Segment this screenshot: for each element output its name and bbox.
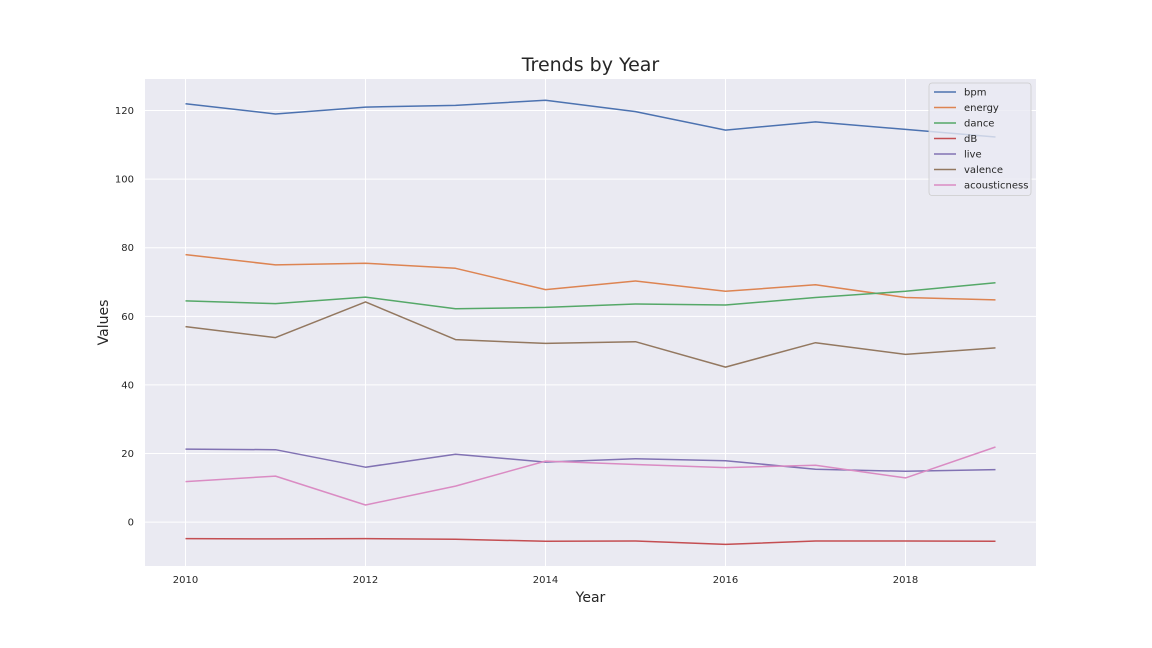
series-line-acousticness <box>185 446 996 506</box>
legend-label-valence: valence <box>964 165 1003 176</box>
series-line-live <box>185 448 996 473</box>
x-tick-label: 2014 <box>533 575 558 586</box>
series-line-valence <box>185 301 996 368</box>
x-tick-label: 2016 <box>713 575 738 586</box>
series-line-dance <box>185 281 996 310</box>
y-tick-label: 100 <box>115 175 134 186</box>
x-tick-label: 2018 <box>893 575 918 586</box>
legend: bpm energy dance dB live valence acousticness <box>928 82 1032 196</box>
y-tick-label: 80 <box>121 243 134 254</box>
y-tick-label: 40 <box>121 380 134 391</box>
series-line-energy <box>185 253 996 301</box>
legend-label-live: live <box>964 150 982 161</box>
y-axis-label: Values <box>96 300 112 346</box>
legend-label-db: dB <box>964 134 977 145</box>
series-line-db <box>185 537 996 546</box>
y-tick-label: 20 <box>121 449 134 460</box>
x-tick-label: 2010 <box>173 575 198 586</box>
legend-label-acousticness: acousticness <box>964 181 1028 192</box>
legend-label-bpm: bpm <box>964 88 986 99</box>
legend-label-dance: dance <box>964 119 994 130</box>
y-tick-label: 120 <box>115 106 134 117</box>
x-tick-label: 2012 <box>353 575 378 586</box>
plot-background <box>145 79 1036 566</box>
series-line-bpm <box>185 99 996 138</box>
legend-frame <box>928 82 1032 196</box>
legend-label-energy: energy <box>964 103 999 114</box>
series-layer <box>185 99 996 546</box>
chart-title: Trends by Year <box>521 54 660 76</box>
x-axis-label: Year <box>575 590 606 606</box>
y-tick-label: 0 <box>128 518 134 529</box>
x-tick-labels: 2010 2012 2014 2016 2018 <box>173 575 918 586</box>
y-tick-label: 60 <box>121 312 134 323</box>
y-tick-labels: 0 20 40 60 80 100 120 <box>115 106 134 529</box>
